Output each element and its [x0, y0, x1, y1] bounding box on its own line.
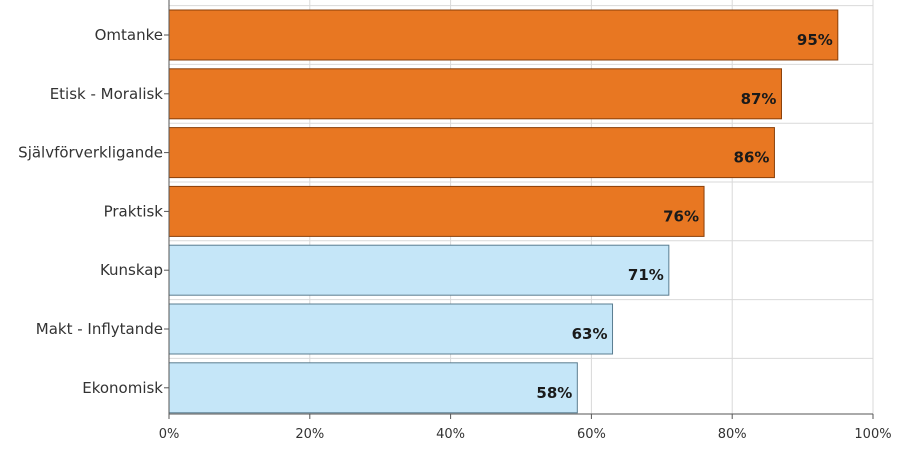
bars — [168, 9, 839, 414]
x-tick-label: 60% — [577, 427, 606, 442]
data-label: 76% — [663, 207, 699, 225]
labels: 0% 20% 40% 60% 80% 100% Omtanke 95% Etisk - Mora… — [18, 26, 891, 442]
category-label: Praktisk — [104, 202, 164, 220]
x-tick-label: 0% — [159, 427, 180, 442]
bar — [168, 244, 670, 296]
category-label: Makt - Inflytande — [36, 320, 163, 338]
data-label: 71% — [628, 266, 664, 284]
category-label: Etisk - Moralisk — [50, 85, 164, 103]
axes — [164, 0, 873, 415]
data-label: 95% — [797, 31, 833, 49]
data-label: 87% — [741, 90, 777, 108]
x-tick-label: 80% — [718, 427, 747, 442]
data-label: 86% — [734, 149, 770, 167]
bar — [168, 185, 705, 237]
bar — [168, 362, 578, 414]
category-label: Självförverkligande — [18, 144, 163, 162]
x-tick-label: 40% — [436, 427, 465, 442]
bar — [168, 127, 775, 179]
bar — [168, 9, 839, 61]
bar — [168, 68, 782, 120]
category-label: Ekonomisk — [82, 379, 163, 397]
data-label: 58% — [536, 384, 572, 402]
category-label: Kunskap — [100, 261, 163, 279]
bar — [168, 303, 614, 355]
data-label: 63% — [572, 325, 608, 343]
x-tick-label: 20% — [295, 427, 324, 442]
category-label: Omtanke — [95, 26, 163, 44]
x-tick-label: 100% — [854, 427, 891, 442]
